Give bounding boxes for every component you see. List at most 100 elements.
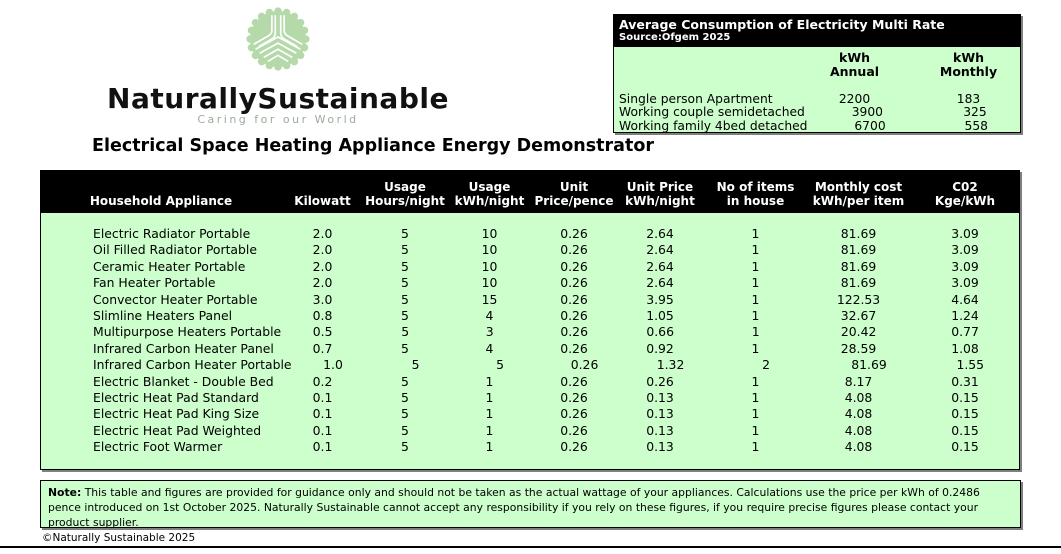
kwh-value-cell: 2200 [838,92,871,106]
kwh-value-cell: 6700 [854,118,886,133]
value-cell: 1 [485,439,494,455]
appliance-name-cell: Electric Blanket - Double Bed [93,373,274,389]
value-cell: 2.64 [646,242,674,258]
value-cell: 0.26 [570,357,599,373]
value-cell: 3 [485,324,494,340]
value-cell: 2.64 [646,258,674,274]
value-cell: 1.0 [323,357,343,373]
value-cell: 0.2 [312,373,333,389]
value-cell: 2.64 [646,226,674,241]
value-cell: 0.26 [560,226,588,241]
table-row: Multipurpose Heaters Portable 0.5 5 3 0.26 0.… [41,324,1019,340]
value-cell: 1.32 [656,357,685,373]
value-cell: 81.69 [840,226,877,241]
value-cell: 20.42 [840,324,877,340]
value-cell: 4.08 [844,389,873,405]
value-cell: 1 [485,422,494,438]
appliance-name-cell: Slimline Heaters Panel [93,307,233,323]
value-cell: 0.26 [560,291,588,307]
appliance-name-cell: Electric Foot Warmer [93,439,223,455]
column-header: Unit Price/pence [534,180,614,208]
value-cell: 5 [401,340,409,356]
consumption-column-headers: kWh Annual kWh Monthly [614,51,1020,79]
column-header: Kilowatt [294,194,351,208]
value-cell: 0.13 [646,389,674,405]
value-cell: 2.0 [312,226,333,241]
appliance-name-cell: Infrared Carbon Heater Panel [93,340,274,356]
value-cell: 0.15 [951,439,979,455]
value-cell: 1 [751,226,760,241]
value-cell: 8.17 [844,373,873,389]
consumption-rows: Single person Apartment 2200 183 Working co… [614,92,1020,133]
value-cell: 1 [751,258,760,274]
value-cell: 1 [751,406,760,422]
table-row: Electric Blanket - Double Bed 0.2 5 1 0.26 0.… [41,374,1019,390]
value-cell: 0.77 [951,324,979,340]
kwh-value-cell: 183 [956,92,981,106]
brand-name: NaturallySustainable [107,82,449,115]
household-type-cell: Working family 4bed detached [619,118,808,133]
value-cell: 0.92 [646,340,674,356]
household-type-cell: Working couple semidetached [619,105,805,120]
value-cell: 10 [481,242,498,258]
value-cell: 0.15 [951,389,979,405]
table-row: Electric Radiator Portable 2.0 5 10 0.26 2.64… [41,226,1019,242]
value-cell: 5 [401,291,409,307]
value-cell: 81.69 [851,357,887,373]
value-cell: 81.69 [840,258,877,274]
table-row: Convector Heater Portable 3.0 5 15 0.26 3.95 1… [41,292,1019,308]
value-cell: 5 [496,357,504,373]
value-cell: 1 [751,291,760,307]
consumption-row: Single person Apartment 2200 183 [614,92,1020,106]
kwh-value-cell: 325 [963,105,987,120]
bottom-rule [0,546,1061,548]
value-cell: 3.95 [646,291,674,307]
value-cell: 4.08 [844,439,873,455]
value-cell: 81.69 [840,275,877,291]
value-cell: 5 [401,307,409,323]
value-cell: 0.26 [560,258,588,274]
page-title: Electrical Space Heating Appliance Energ… [92,136,654,156]
value-cell: 2.0 [312,275,333,291]
consumption-box-title: Average Consumption of Electricity Multi… [619,17,945,32]
column-header: Usage kWh/night [454,180,525,208]
value-cell: 5 [411,357,420,373]
value-cell: 0.26 [560,406,588,422]
value-cell: 0.1 [312,389,333,405]
value-cell: 4.08 [844,406,873,422]
appliance-name-cell: Electric Heat Pad King Size [93,406,260,422]
appliance-name-cell: Infrared Carbon Heater Portable [93,357,292,373]
note-text: This table and figures are provided for … [48,486,980,529]
consumption-box: Average Consumption of Electricity Multi… [613,14,1021,133]
value-cell: 1 [751,242,760,258]
annual-column-header: kWh Annual [829,50,880,79]
value-cell: 0.26 [560,275,588,291]
consumption-box-body: kWh Annual kWh Monthly Single person Apa… [614,47,1020,133]
value-cell: 1 [751,389,760,405]
value-cell: 4.08 [844,422,873,438]
value-cell: 0.26 [560,242,588,258]
note-box: Note: This table and figures are provide… [40,480,1021,529]
kwh-value-cell: 558 [964,118,988,133]
appliance-name-cell: Electric Radiator Portable [93,226,251,241]
consumption-box-source: Source:Ofgem 2025 [619,32,731,43]
value-cell: 2 [762,357,770,373]
value-cell: 0.15 [951,422,979,438]
appliance-table-body: Electric Radiator Portable 2.0 5 10 0.26 2.64… [41,213,1019,455]
table-row: Infrared Carbon Heater Portable 1.0 5 5 0.26… [41,357,1019,373]
table-row: Electric Heat Pad King Size 0.1 5 1 0.26 0.13… [41,406,1019,422]
value-cell: 1 [751,307,760,323]
value-cell: 3.09 [951,226,979,241]
value-cell: 5 [401,373,409,389]
table-row: Electric Foot Warmer 0.1 5 1 0.26 0.13 1 4.08 0.… [41,439,1019,455]
value-cell: 0.26 [560,340,588,356]
value-cell: 1 [485,406,494,422]
kwh-value-cell: 3900 [851,105,883,120]
value-cell: 1.05 [646,307,674,323]
value-cell: 0.15 [951,406,979,422]
column-header: No of items in house [716,180,795,208]
appliance-name-cell: Convector Heater Portable [93,291,258,307]
value-cell: 32.67 [840,307,877,323]
value-cell: 0.26 [560,373,588,389]
value-cell: 28.59 [840,340,877,356]
